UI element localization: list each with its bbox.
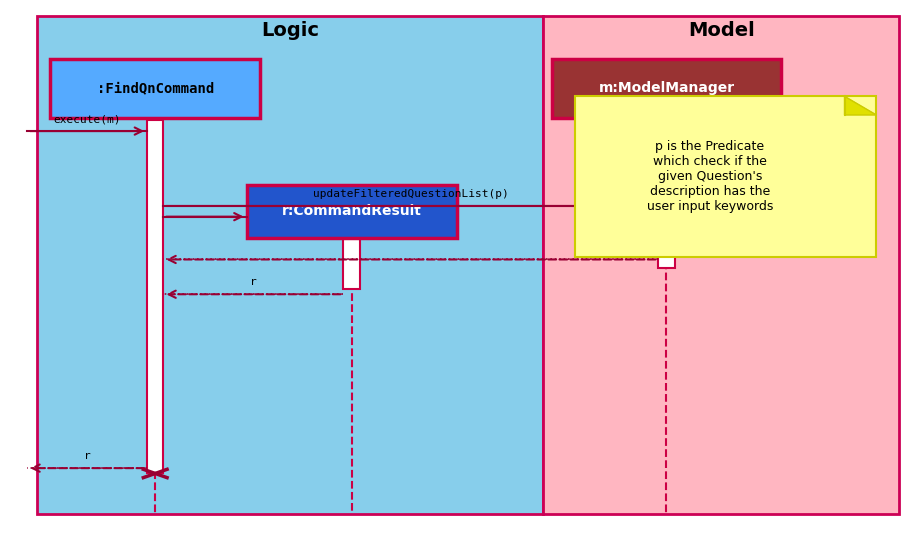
Text: m:ModelManager: m:ModelManager — [598, 81, 735, 95]
Text: r: r — [84, 451, 90, 461]
Bar — [50, 59, 260, 118]
Text: Model: Model — [687, 21, 755, 41]
Text: p is the Predicate
which check if the
given Question's
description has the
user : p is the Predicate which check if the gi… — [646, 140, 773, 213]
Bar — [658, 206, 675, 268]
Text: r: r — [250, 277, 257, 287]
Polygon shape — [845, 96, 876, 115]
Text: Logic: Logic — [261, 21, 319, 41]
Bar — [575, 96, 876, 257]
Text: updateFilteredQuestionList(p): updateFilteredQuestionList(p) — [313, 189, 509, 199]
Bar — [147, 120, 163, 473]
Bar — [552, 59, 781, 118]
Text: :FindQnCommand: :FindQnCommand — [97, 81, 214, 95]
Bar — [37, 16, 543, 514]
Bar — [543, 16, 899, 514]
Text: execute(m): execute(m) — [54, 114, 121, 124]
Text: r:CommandResult: r:CommandResult — [281, 204, 422, 218]
Bar — [247, 185, 456, 238]
Bar — [343, 217, 360, 289]
